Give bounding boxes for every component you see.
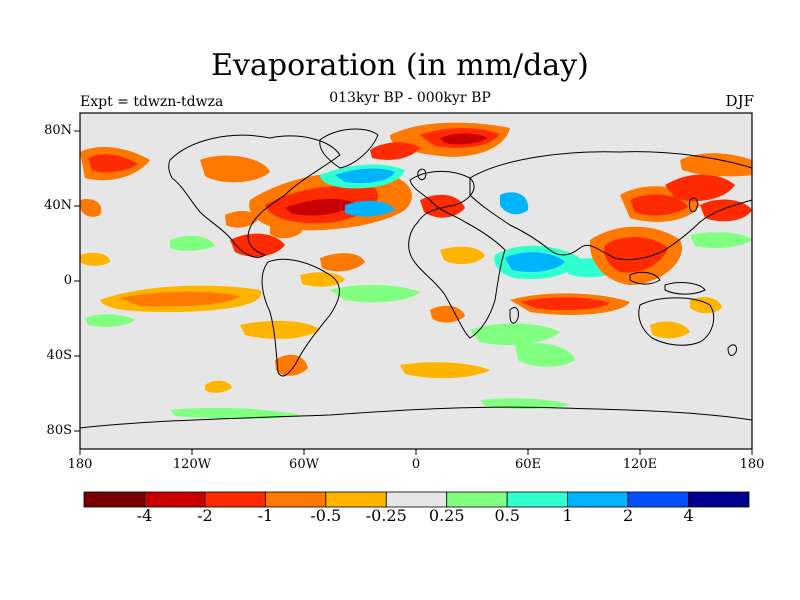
- chart-title: Evaporation (in mm/day): [211, 48, 589, 83]
- lat-label-40n: 40N: [44, 198, 72, 213]
- anomaly-fields: [80, 122, 752, 419]
- lat-label-0: 0: [63, 273, 72, 288]
- lat-label-80n: 80N: [44, 123, 72, 138]
- colorbar-swatch: [688, 491, 750, 508]
- colorbar-swatch: [83, 491, 145, 508]
- lon-label-180-left: 180: [67, 457, 93, 472]
- chart-subtitle: 013kyr BP - 000kyr BP: [329, 90, 491, 106]
- season-label: DJF: [725, 92, 754, 110]
- colorbar-swatch: [325, 491, 387, 508]
- colorbar-label: 0.25: [428, 506, 465, 525]
- lon-label-60e: 60E: [514, 457, 542, 472]
- colorbar-swatch: [204, 491, 266, 508]
- colorbar-label: 0.5: [494, 506, 520, 525]
- colorbar-label: 2: [622, 506, 634, 525]
- coastlines: [80, 128, 752, 429]
- colorbar-swatch: [446, 491, 508, 508]
- axis-ticks: [74, 130, 753, 455]
- lat-label-40s: 40S: [46, 348, 72, 363]
- colorbar-label: 4: [683, 506, 694, 525]
- experiment-label: Expt = tdwzn-tdwza: [80, 94, 224, 110]
- lat-label-80s: 80S: [46, 423, 72, 438]
- colorbar-swatch: [144, 491, 206, 508]
- lon-label-120w: 120W: [172, 457, 212, 472]
- colorbar-label: -4: [136, 506, 153, 525]
- colorbar-label: -2: [197, 506, 213, 525]
- colorbar-swatch: [385, 491, 448, 508]
- colorbar: [83, 491, 750, 508]
- colorbar-label: 1: [562, 506, 573, 525]
- colorbar-swatch: [627, 491, 689, 508]
- colorbar-label: -0.5: [310, 506, 342, 525]
- colorbar-label: -0.25: [365, 506, 407, 525]
- lon-label-120e: 120E: [622, 457, 658, 472]
- colorbar-swatch: [567, 491, 629, 508]
- lon-label-60w: 60W: [289, 457, 319, 472]
- colorbar-swatch: [264, 491, 327, 508]
- lon-label-0: 0: [411, 457, 421, 472]
- lon-label-180-right: 180: [739, 457, 765, 472]
- colorbar-label: -1: [257, 506, 274, 525]
- colorbar-swatch: [506, 491, 569, 508]
